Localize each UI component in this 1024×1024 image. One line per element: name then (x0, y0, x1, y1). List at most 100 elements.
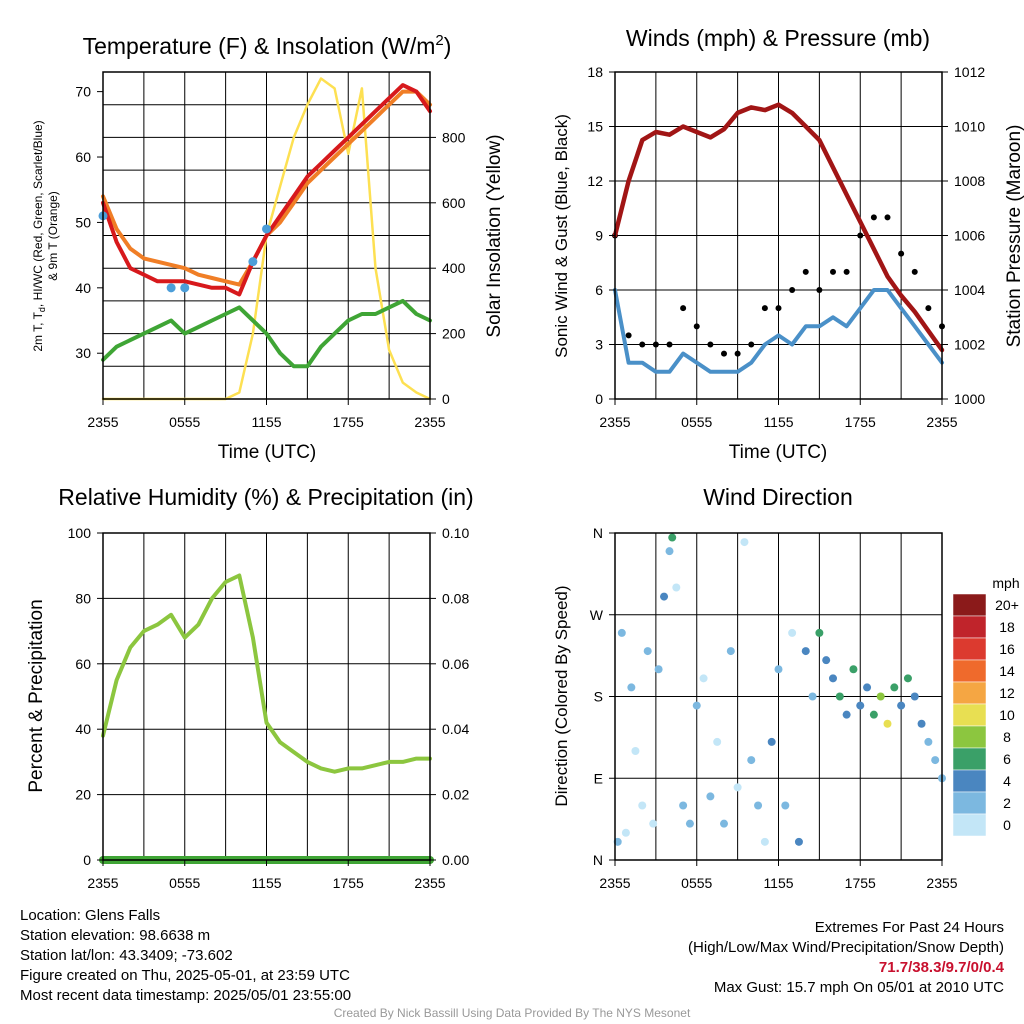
direction-point (754, 801, 763, 810)
direction-point (706, 792, 715, 801)
recent-data-text: Most recent data timestamp: 2025/05/01 2… (20, 987, 352, 1004)
colorbar-swatch (952, 813, 987, 837)
direction-point (774, 665, 783, 674)
gust-point (761, 305, 768, 312)
y-tick-label: 18 (587, 64, 603, 80)
y2-axis-label: Station Pressure (Maroon) (1004, 125, 1024, 348)
y2-tick-label: 1002 (954, 337, 985, 353)
y-tick-label: 40 (75, 721, 91, 737)
gust-point (693, 323, 700, 330)
colorbar-label: 12 (999, 685, 1015, 701)
colorbar-label: 8 (1003, 729, 1011, 745)
direction-point (835, 692, 844, 701)
heat-index-point (180, 283, 190, 293)
direction-point (767, 737, 776, 746)
y-tick-label: 6 (595, 282, 603, 298)
x-tick-label: 1155 (251, 875, 281, 891)
y2-tick-label: 400 (442, 260, 466, 276)
direction-point (726, 647, 735, 656)
direction-point (638, 801, 647, 810)
gust-point (625, 332, 632, 339)
direction-point (842, 710, 851, 719)
created-text: Figure created on Thu, 2025-05-01, at 23… (20, 967, 350, 984)
gust-point (802, 268, 809, 275)
panel-title: Wind Direction (703, 484, 853, 510)
x-axis-label: Time (UTC) (218, 442, 317, 463)
y-tick-label: E (594, 770, 603, 786)
y2-tick-label: 1000 (954, 391, 985, 407)
panel-title: Winds (mph) & Pressure (mb) (626, 25, 930, 51)
direction-point (924, 737, 933, 746)
colorbar-label: 6 (1003, 751, 1011, 767)
y-tick-label: 9 (595, 228, 603, 244)
y-tick-label: 3 (595, 337, 603, 353)
direction-point (788, 628, 797, 637)
direction-point (699, 674, 708, 683)
y-tick-label: 20 (75, 787, 91, 803)
direction-point (869, 710, 878, 719)
y-tick-label: S (594, 689, 603, 705)
y2-tick-label: 0 (442, 391, 450, 407)
credit-text: Created By Nick Bassill Using Data Provi… (333, 1006, 691, 1020)
winds-panel: 2355 0555 1155 1755 2355 0 3 6 9 12 15 18 1000 1002 10… (552, 25, 1024, 463)
gust-point (639, 341, 646, 348)
y-tick-label: 30 (75, 345, 91, 361)
gust-point (870, 214, 877, 221)
colorbar-label: 0 (1003, 817, 1011, 833)
y2-tick-label: 1010 (954, 119, 985, 135)
direction-point (815, 628, 824, 637)
y2-tick-label: 1008 (954, 173, 985, 189)
x-tick-label: 2355 (599, 414, 630, 430)
y-tick-label: W (590, 607, 604, 623)
gust-point (789, 287, 796, 293)
gust-point (652, 341, 659, 348)
panel-title: Temperature (F) & Insolation (W/m2) (83, 32, 452, 59)
station-info: Location: Glens Falls Station elevation:… (20, 906, 351, 1006)
heat-index-point (262, 224, 271, 234)
heat-index-point (166, 283, 176, 293)
y-tick-label: 12 (587, 173, 603, 189)
direction-point (903, 674, 912, 683)
gust-point (884, 214, 891, 221)
x-tick-label: 1755 (333, 414, 364, 430)
direction-point (808, 692, 817, 701)
y-tick-label: N (593, 525, 603, 541)
y-axis-label-line2: & 9m T (Orange) (46, 191, 60, 281)
gust-point (775, 305, 782, 312)
x-axis-label: Time (UTC) (729, 442, 828, 463)
direction-point (692, 701, 701, 710)
direction-point (917, 719, 926, 728)
gust-point (666, 341, 673, 348)
direction-point (849, 665, 858, 674)
wind-direction-panel: 2355 0555 1155 1755 2355 N E S W N Wind Direction D… (552, 484, 958, 891)
humidity-panel: 2355 0555 1155 1755 2355 0 20 40 60 80 100 0.00 0.02… (26, 484, 474, 891)
y-axis-label: 2m T, Td, HI/WC (Red, Green, Scarlet/Blu… (31, 120, 47, 351)
y-tick-label: 40 (75, 280, 91, 296)
x-tick-label: 2355 (87, 414, 118, 430)
sonic-wind-line (613, 288, 944, 374)
y2-tick-label: 1006 (954, 228, 985, 244)
colorbar-label: 18 (999, 619, 1015, 635)
direction-point (713, 737, 722, 746)
x-tick-label: 1755 (845, 414, 876, 430)
colorbar-label: 16 (999, 641, 1015, 657)
y2-tick-label: 0.06 (442, 656, 469, 672)
y-tick-label: 0 (83, 852, 91, 868)
heat-index-point (248, 257, 258, 267)
direction-point (822, 656, 831, 665)
direction-point (740, 538, 749, 547)
y-tick-label: 100 (68, 525, 92, 541)
direction-point (679, 801, 688, 810)
y-tick-label: 70 (75, 84, 91, 100)
y-tick-label: 80 (75, 590, 91, 606)
colorbar-label: 20+ (995, 597, 1019, 613)
y2-tick-label: 0.02 (442, 787, 469, 803)
direction-point (781, 801, 790, 810)
direction-point (931, 756, 940, 765)
gust-point (680, 305, 687, 312)
panel-title: Relative Humidity (%) & Precipitation (i… (58, 484, 473, 510)
x-tick-label: 1155 (763, 875, 793, 891)
gust-point (748, 341, 755, 348)
direction-point (649, 819, 658, 828)
